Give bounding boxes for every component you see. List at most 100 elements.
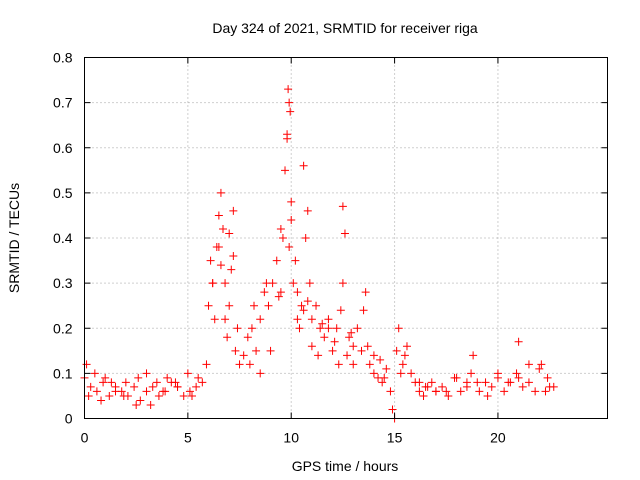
data-point bbox=[285, 98, 294, 107]
data-point bbox=[415, 387, 424, 396]
data-point bbox=[338, 279, 347, 288]
x-tick-label: 20 bbox=[490, 430, 506, 446]
data-point bbox=[514, 373, 523, 382]
data-point bbox=[320, 333, 329, 342]
data-point bbox=[324, 315, 333, 324]
data-point bbox=[260, 288, 269, 297]
data-point bbox=[287, 197, 296, 206]
data-point bbox=[369, 369, 378, 378]
data-point bbox=[380, 373, 389, 382]
data-point bbox=[305, 279, 314, 288]
data-point bbox=[132, 400, 141, 409]
data-point bbox=[392, 346, 401, 355]
x-tick-label: 10 bbox=[283, 430, 299, 446]
data-point bbox=[301, 234, 310, 242]
data-point bbox=[531, 387, 540, 396]
y-tick-label: 0.8 bbox=[53, 50, 73, 66]
data-point bbox=[303, 297, 312, 306]
data-point bbox=[388, 405, 397, 414]
data-point bbox=[357, 346, 366, 355]
data-point bbox=[105, 391, 114, 400]
grid-lines bbox=[84, 57, 608, 419]
data-point bbox=[293, 315, 302, 324]
data-point bbox=[216, 188, 225, 197]
data-point bbox=[286, 107, 295, 116]
x-axis-label: GPS time / hours bbox=[292, 458, 399, 474]
data-point bbox=[469, 351, 478, 360]
data-point bbox=[402, 342, 411, 351]
data-point bbox=[208, 279, 217, 288]
data-point bbox=[97, 396, 106, 405]
data-point bbox=[289, 279, 298, 288]
data-point bbox=[473, 378, 482, 387]
data-point bbox=[361, 288, 370, 297]
y-tick-label: 0.3 bbox=[53, 275, 73, 291]
data-point bbox=[431, 387, 440, 396]
data-point bbox=[504, 378, 513, 387]
axis-ticks: 0 0.1 0.2 0.3 0.4 0.5 0.6 0.7 0.8 0 5 10 15 20 bbox=[53, 50, 608, 446]
data-point bbox=[545, 382, 554, 391]
data-point bbox=[171, 378, 180, 387]
data-point bbox=[347, 328, 356, 337]
data-point bbox=[500, 387, 509, 396]
data-point bbox=[293, 288, 302, 297]
data-point bbox=[136, 396, 145, 405]
data-point bbox=[340, 229, 349, 238]
data-point bbox=[245, 360, 254, 369]
data-point bbox=[192, 382, 201, 391]
data-point bbox=[194, 373, 203, 382]
data-point bbox=[349, 360, 358, 369]
data-point bbox=[173, 382, 182, 391]
data-point bbox=[152, 378, 161, 387]
data-point bbox=[229, 206, 238, 215]
data-point bbox=[396, 369, 405, 378]
data-point bbox=[400, 351, 409, 360]
data-point bbox=[225, 229, 234, 238]
data-point bbox=[363, 342, 372, 351]
data-point bbox=[524, 360, 533, 369]
data-point bbox=[233, 324, 242, 333]
data-point bbox=[378, 378, 387, 387]
data-point bbox=[524, 378, 533, 387]
data-points bbox=[80, 85, 558, 423]
data-point bbox=[541, 387, 550, 396]
data-point bbox=[214, 211, 223, 220]
data-point bbox=[386, 387, 395, 396]
data-point bbox=[229, 252, 238, 261]
data-point bbox=[185, 387, 194, 396]
data-point bbox=[101, 373, 110, 382]
data-point bbox=[415, 378, 424, 387]
data-point bbox=[303, 206, 312, 215]
data-point bbox=[285, 243, 294, 252]
data-point bbox=[276, 224, 285, 233]
data-point bbox=[452, 373, 461, 382]
data-point bbox=[163, 373, 172, 382]
data-point bbox=[142, 387, 151, 396]
x-tick-label: 15 bbox=[387, 430, 403, 446]
data-point bbox=[82, 360, 91, 369]
data-point bbox=[295, 324, 304, 333]
data-point bbox=[365, 360, 374, 369]
data-point bbox=[278, 234, 287, 242]
data-point bbox=[198, 378, 207, 387]
data-point bbox=[394, 324, 403, 333]
data-point bbox=[287, 215, 296, 224]
data-point bbox=[407, 369, 416, 378]
data-point bbox=[427, 378, 436, 387]
data-point bbox=[252, 346, 261, 355]
data-point bbox=[210, 315, 219, 324]
data-point bbox=[262, 279, 271, 288]
data-point bbox=[483, 391, 492, 400]
data-point bbox=[148, 382, 157, 391]
data-point bbox=[316, 324, 325, 333]
data-point bbox=[219, 224, 228, 233]
data-point bbox=[324, 324, 333, 333]
data-point bbox=[92, 387, 101, 396]
data-point bbox=[146, 400, 155, 409]
x-tick-label: 0 bbox=[81, 430, 89, 446]
data-point bbox=[243, 333, 252, 342]
data-point bbox=[225, 301, 234, 310]
data-point bbox=[456, 387, 465, 396]
data-point bbox=[86, 382, 95, 391]
